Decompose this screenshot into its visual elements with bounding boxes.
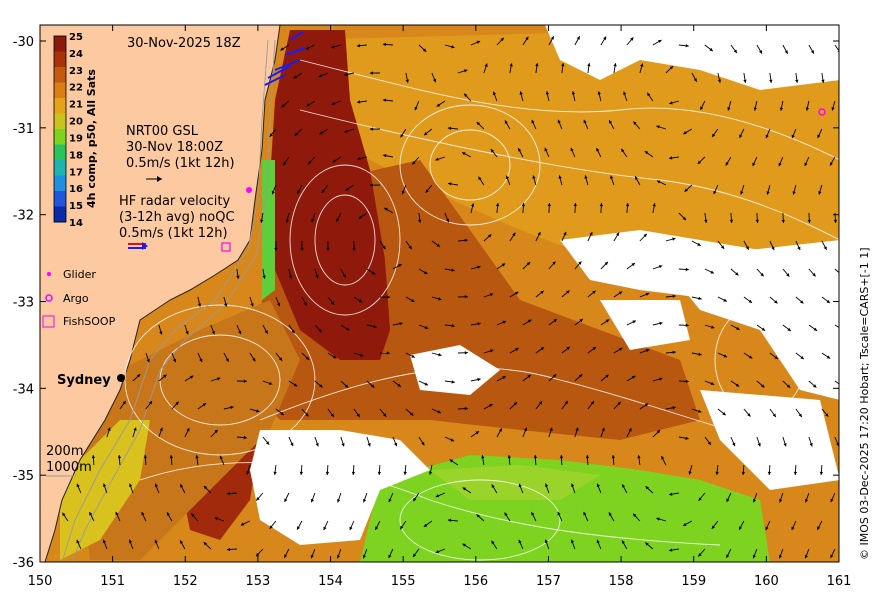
x-tick-label: 157 [536, 574, 561, 589]
x-tick-label: 150 [28, 574, 53, 589]
fishsoop-marker [221, 242, 231, 252]
sea-level-contours [124, 59, 839, 561]
gsl-label-3: 0.5m/s (1kt 12h) [126, 156, 235, 171]
colorbar-segment [54, 206, 66, 223]
colorbar-tick-label: 16 [69, 184, 83, 195]
gsl-scale-arrow [146, 176, 162, 182]
fishsoop-legend-icon [42, 315, 55, 328]
colorbar-tick-label: 23 [69, 66, 83, 77]
y-tick-label: -34 [13, 382, 34, 397]
x-tick-label: 152 [173, 574, 198, 589]
colorbar-tick-label: 17 [69, 167, 83, 178]
gsl-label-2: 30-Nov 18:00Z [126, 140, 223, 155]
y-tick-label: -36 [13, 556, 34, 571]
sst-zone-cool-2 [430, 465, 600, 500]
x-tick-label: 160 [754, 574, 779, 589]
colorbar-tick-label: 25 [69, 32, 83, 43]
land-mass [40, 25, 281, 562]
x-tick-label: 158 [609, 574, 634, 589]
colorbar-segment [54, 175, 66, 192]
depth-label-1000: 1000m [46, 460, 92, 475]
bathymetry-contours [61, 39, 276, 562]
fishsoop-legend-label: FishSOOP [63, 315, 116, 328]
x-tick-label: 156 [463, 574, 488, 589]
gsl-label-1: NRT00 GSL [126, 124, 199, 139]
hf-scale-arrow [128, 242, 148, 250]
x-tick-label: 153 [245, 574, 270, 589]
colorbar-segment [54, 160, 66, 176]
velocity-arrows [62, 36, 839, 559]
colorbar: 25 24 23 22 21 20 19 18 17 16 15 14 [53, 32, 83, 229]
marker-legend: Glider Argo FishSOOP [42, 268, 116, 328]
glider-legend-icon [47, 272, 51, 276]
cloud-mask [250, 25, 839, 545]
hf-radar-arrows [264, 31, 306, 86]
x-axis: 150 151 152 153 154 155 156 157 158 159 160 161 [28, 25, 852, 589]
credit-text: © IMOS 03-Dec-2025 17:20 Hobart; Tscale=… [858, 247, 871, 560]
colorbar-tick-label: 14 [69, 218, 83, 229]
colorbar-tick-label: 15 [69, 201, 83, 212]
argo-marker [818, 108, 826, 116]
y-tick-label: -32 [13, 209, 34, 224]
x-tick-label: 161 [827, 574, 852, 589]
sst-zone-hot [270, 30, 390, 360]
y-tick-label: -31 [13, 122, 34, 137]
argo-legend-label: Argo [63, 292, 89, 305]
colorbar-segment [54, 36, 66, 52]
colorbar-segment [54, 144, 66, 161]
colorbar-segment [54, 113, 66, 130]
glider-legend-label: Glider [63, 268, 96, 281]
hf-label-3: 0.5m/s (1kt 12h) [119, 226, 228, 241]
colorbar-tick-label: 20 [69, 117, 83, 128]
x-tick-label: 151 [100, 574, 125, 589]
plot-frame [39, 24, 840, 563]
x-tick-label: 159 [681, 574, 706, 589]
colorbar-segment [54, 129, 66, 145]
hf-label-2: (3-12h avg) noQC [119, 210, 235, 225]
colorbar-tick-label: 19 [69, 133, 83, 144]
sst-coastal-strip [262, 160, 275, 300]
colorbar-tick-label: 24 [69, 49, 83, 60]
colorbar-segment [54, 67, 66, 83]
colorbar-segment [54, 191, 66, 207]
y-tick-label: -35 [13, 469, 34, 484]
sydney-marker [117, 374, 125, 382]
y-tick-label: -30 [13, 35, 34, 50]
hf-label-1: HF radar velocity [119, 194, 231, 209]
sst-zone-shelf [80, 300, 300, 560]
colorbar-segment [54, 82, 66, 99]
colorbar-segment [54, 51, 66, 68]
colorbar-segment [54, 98, 66, 114]
colorbar-tick-label: 18 [69, 150, 83, 161]
glider-marker [246, 187, 252, 193]
date-label: 30-Nov-2025 18Z [127, 36, 241, 51]
colorbar-tick-label: 22 [69, 83, 83, 94]
colorbar-tick-label: 21 [69, 100, 83, 111]
y-axis: -30 -31 -32 -33 -34 -35 -36 [13, 35, 839, 571]
sst-zone-shelf-yellow [60, 420, 150, 560]
argo-legend-icon [45, 294, 53, 302]
x-tick-label: 155 [391, 574, 416, 589]
x-tick-label: 154 [318, 574, 343, 589]
colorbar-title: 4h comp, p50, All Sats [85, 69, 98, 208]
y-tick-label: -33 [13, 296, 34, 311]
map-plot-area [40, 25, 839, 562]
city-label: Sydney [57, 373, 111, 388]
depth-label-200: 200m [46, 444, 83, 459]
